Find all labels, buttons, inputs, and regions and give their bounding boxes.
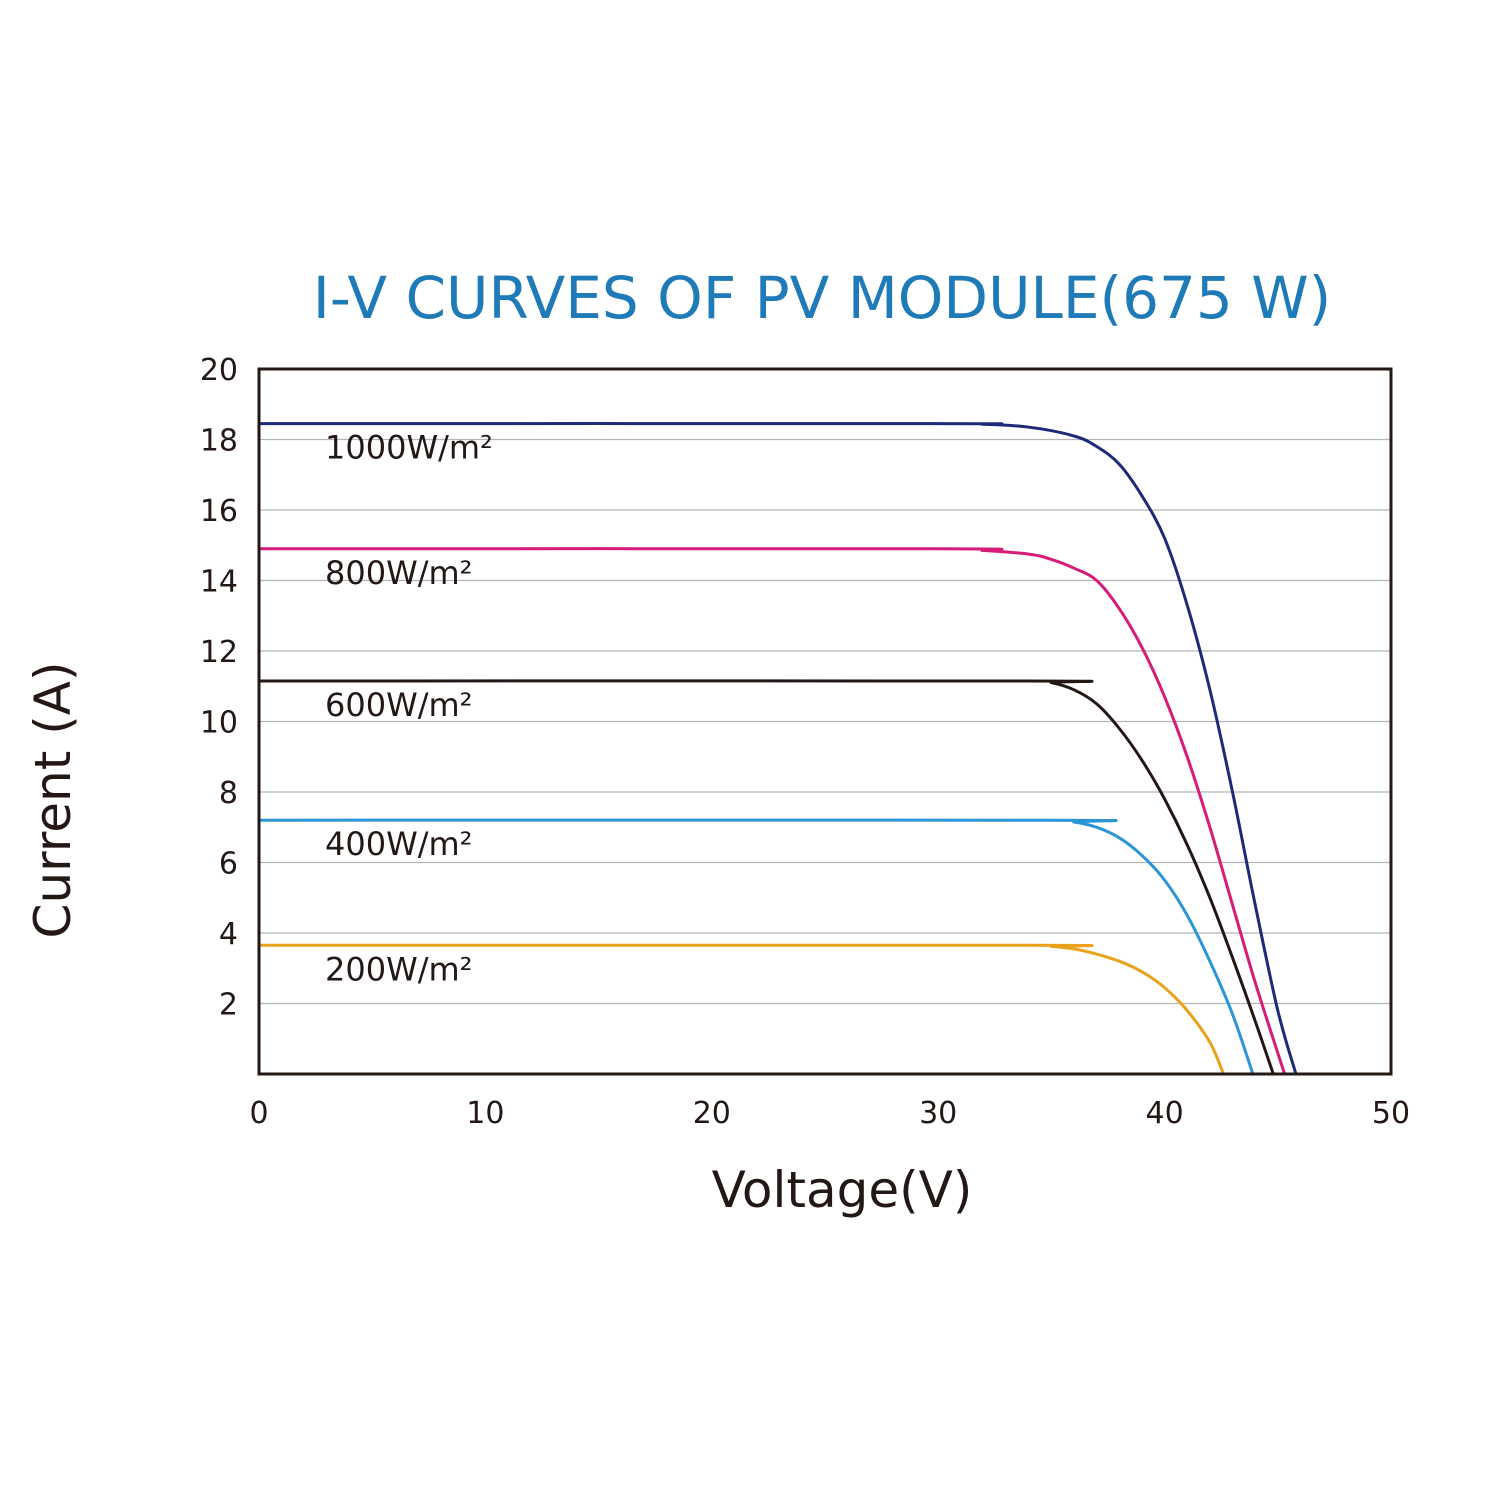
- series-curves: [258, 422, 1298, 1075]
- x-tick-label: 50: [1372, 1096, 1410, 1131]
- chart-title: I-V CURVES OF PV MODULE(675 W): [313, 264, 1331, 332]
- y-tick-label: 14: [200, 565, 238, 600]
- y-tick-label: 20: [200, 353, 238, 388]
- x-axis-ticks: 0 10 20 30 40 50: [249, 1096, 1410, 1131]
- y-axis-label: Current (A): [24, 662, 82, 939]
- y-axis-ticks: 2 4 6 8 10 12 14 16 18 20: [200, 353, 238, 1023]
- series-line: [258, 943, 1225, 1075]
- y-tick-label: 2: [219, 988, 238, 1023]
- gridlines: [259, 438, 1391, 1005]
- y-tick-label: 16: [200, 494, 238, 529]
- x-tick-label: 30: [919, 1096, 957, 1131]
- series-label: 1000W/m²: [325, 429, 493, 467]
- y-tick-label: 18: [200, 424, 238, 459]
- series-label: 400W/m²: [325, 825, 473, 863]
- x-axis-label: Voltage(V): [712, 1161, 973, 1219]
- series-label: 600W/m²: [325, 686, 473, 724]
- x-tick-label: 40: [1146, 1096, 1184, 1131]
- x-tick-label: 0: [249, 1096, 268, 1131]
- y-tick-label: 6: [219, 847, 238, 882]
- series-line: [258, 547, 1287, 1075]
- plot-frame: [257, 367, 1393, 1076]
- series-line: [258, 679, 1275, 1075]
- y-tick-label: 8: [219, 776, 238, 811]
- y-tick-label: 10: [200, 706, 238, 741]
- series-line: [258, 818, 1255, 1075]
- series-label: 200W/m²: [325, 950, 473, 988]
- x-tick-label: 20: [693, 1096, 731, 1131]
- series-labels: 1000W/m² 800W/m² 600W/m² 400W/m² 200W/m²: [325, 429, 493, 989]
- series-label: 800W/m²: [325, 554, 473, 592]
- series-line: [258, 422, 1298, 1075]
- y-tick-label: 4: [219, 917, 238, 952]
- x-tick-label: 10: [466, 1096, 504, 1131]
- y-tick-label: 12: [200, 635, 238, 670]
